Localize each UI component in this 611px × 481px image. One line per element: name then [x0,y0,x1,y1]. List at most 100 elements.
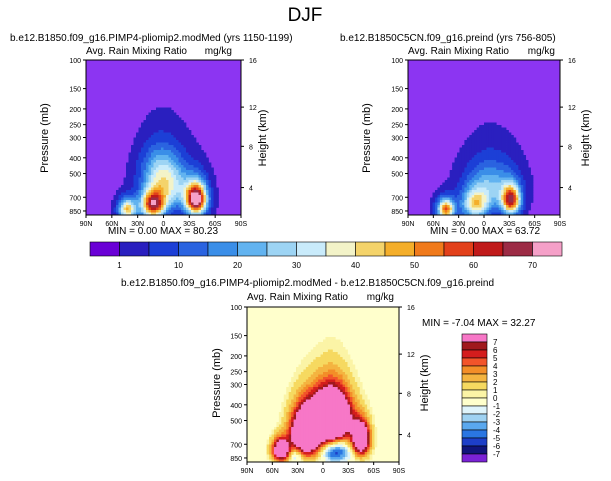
panel-3-contour-cell [362,444,366,448]
panel-3-contour-cell [367,419,370,423]
panel-2-contour-cell [464,150,468,153]
panel-1-contour-cell [161,135,164,138]
panel-1-contour-cell [208,202,212,206]
panel-2-contour-cell [518,150,522,153]
panel-3-contour-cell [278,442,282,445]
panel-3-contour-cell [327,384,331,388]
panel-2-contour-cell [491,175,495,178]
panel-3-contour-cell [303,437,307,440]
panel-3-contour-cell [303,399,307,403]
panel-3-contour-cell [286,387,290,390]
panel-3-contour-cell [318,394,321,398]
panel-3-contour-cell [298,404,302,408]
panel-3-contour-cell [305,417,309,420]
panel-3-contour-cell [357,432,361,435]
panel-1-contour-cell [211,185,214,188]
panel-1-contour-cell [146,200,149,203]
panel-1-contour-cell [183,157,187,161]
panel-3-contour-cell [296,407,299,410]
panel-3-contour-cell [296,399,299,403]
panel-3-contour-cell [293,449,297,453]
panel-2-contour-cell [508,155,512,158]
panel-1-contour-cell [153,145,157,148]
panel-2-contour-cell [459,152,463,156]
panel-2-contour-cell [508,190,512,193]
panel-2-contour-cell [493,200,497,203]
panel-1-contour-cell [161,170,164,173]
panel-1-contour-cell [191,147,194,151]
panel-1-contour-cell [198,145,202,148]
panel-2-contour-cell [437,210,441,213]
panel-3-contour-cell [286,407,290,410]
panel-3-contour-cell [372,449,375,453]
panel-2-contour-cell [508,145,512,148]
panel-3-contour-cell [330,434,334,438]
panel-3-contour-cell [354,387,358,390]
panel-1-contour-cell [156,147,159,151]
panel-1-contour-cell [183,207,187,211]
panel-3-contour-cell [342,407,346,410]
panel-1-contour-cell [156,155,159,158]
panel-1-contour-cell [186,205,189,208]
panel-3-contour-cell [362,447,366,450]
panel-2-contour-cell [503,165,507,168]
panel-1-contour-cell [198,175,202,178]
panel-2-contour-cell [491,182,495,186]
panel-2-contour-cell [513,150,517,153]
panel-1-contour-cell [138,172,142,176]
panel-1-contour-cell [136,152,139,156]
panel-1-contour-cell [138,205,142,208]
panel-2-contour-cell [481,180,485,183]
panel-3-contour-cell [323,354,326,358]
panel-2-contour-cell [479,127,482,131]
panel-1-contour-cell [191,167,194,171]
panel-1-contour-cell [201,182,204,186]
panel-1-contour-cell [116,210,119,213]
panel-1-contour-cell [151,175,154,178]
panel-3-contour-cell [308,444,312,448]
panel-3-contour-cell [357,377,361,380]
panel-3-contour-cell [347,407,351,410]
panel-3-contour-cell [347,427,351,430]
panel-3-contour-cell [367,404,370,408]
panel-2-contour-cell [439,202,443,206]
panel-1-contour-cell [196,175,199,178]
panel-1-contour-cell [191,162,194,166]
panel-1-contour-cell [148,122,152,126]
panel-2-contour-cell [488,190,492,193]
panel-2-contour-cell [515,205,519,208]
panel-3-contour-cell [296,442,299,445]
panel-3-contour-cell [347,417,351,420]
right-tick-label: 16 [249,58,257,65]
panel-1-contour-cell [183,185,187,188]
panel-3-contour-cell [308,439,312,443]
panel-2-contour-cell [493,190,497,193]
panel-3-contour-cell [347,369,351,373]
panel-3-contour-cell [330,454,334,458]
panel-1-contour-cell [148,135,152,138]
panel-2-contour-cell [513,140,517,143]
panel-1-contour-cell [128,190,132,193]
panel-3-contour-cell [310,354,314,358]
panel-3-contour-cell [354,394,358,398]
panel-2-contour-cell [476,195,480,198]
panel-2-contour-cell [442,205,446,208]
panel-1-contour-cell [128,195,132,198]
panel-3-contour-cell [298,399,302,403]
panel-3-contour-cell [291,389,294,393]
panel-2-contour-cell [452,167,455,171]
panel-3-contour-cell [313,402,316,405]
panel-1-contour-cell [208,180,212,183]
panel-3-contour-cell [340,452,343,455]
panel-3-contour-cell [300,442,304,445]
panel-2-contour-cell [523,160,527,163]
panel-1-contour-cell [168,160,172,163]
panel-2-contour-cell [479,182,482,186]
panel-1-contour-cell [213,197,217,201]
panel-3-contour-cell [359,429,363,433]
panel-2-contour-cell [474,157,477,161]
panel-2-contour-cell [518,182,522,186]
panel-1-contour-cell [151,125,154,128]
panel-2-contour-cell [496,187,500,191]
panel-3-contour-cell [340,429,343,433]
